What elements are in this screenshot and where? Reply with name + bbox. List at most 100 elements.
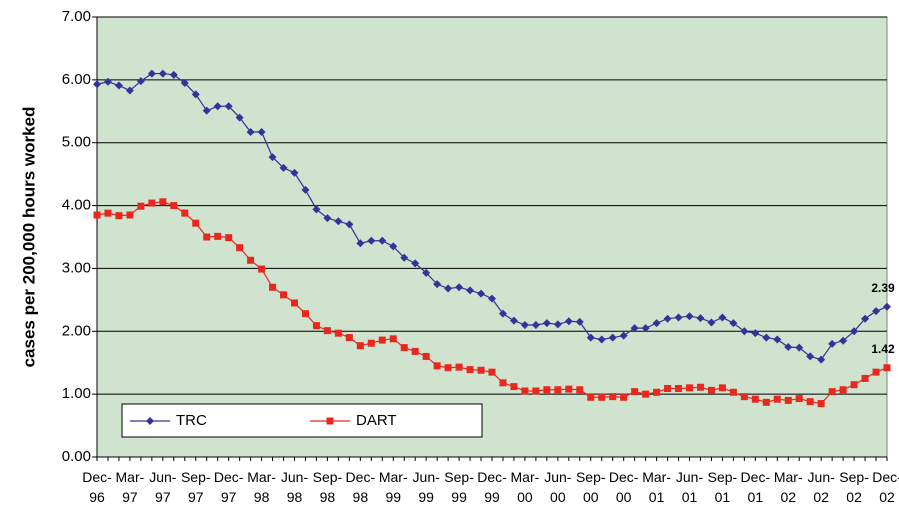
x-tick-label: Mar-02	[774, 469, 803, 505]
marker	[444, 284, 453, 293]
marker	[147, 69, 156, 78]
marker	[268, 153, 277, 162]
marker	[696, 383, 704, 391]
x-tick-label: Sep-99	[444, 469, 474, 505]
marker	[773, 335, 782, 344]
marker	[861, 314, 870, 323]
marker	[597, 335, 606, 344]
marker	[499, 379, 507, 387]
marker	[762, 333, 771, 342]
marker	[246, 128, 255, 137]
marker	[103, 77, 112, 86]
x-tick-label: Sep-98	[313, 469, 343, 505]
marker	[411, 347, 419, 355]
marker	[653, 388, 661, 396]
marker	[488, 294, 496, 303]
marker	[564, 317, 573, 326]
marker	[521, 387, 529, 395]
x-tick-label: Dec-98	[346, 469, 376, 505]
marker	[169, 70, 178, 79]
marker	[839, 386, 847, 394]
marker	[400, 253, 409, 262]
marker	[225, 234, 233, 242]
x-tick-label: Dec-00	[609, 469, 639, 505]
marker	[280, 291, 288, 299]
y-tick-label: 7.00	[62, 8, 91, 25]
x-tick-label: Sep-00	[576, 469, 606, 505]
x-tick-label: Sep-02	[839, 469, 869, 505]
marker	[323, 214, 332, 223]
x-tick-label: Mar-98	[247, 469, 276, 505]
x-tick-label: Jun-00	[544, 469, 572, 505]
marker	[773, 395, 781, 403]
marker	[258, 265, 266, 273]
marker	[126, 211, 134, 219]
x-tick-label: Jun-02	[808, 469, 836, 505]
marker	[740, 327, 749, 336]
marker	[729, 319, 738, 328]
marker	[828, 388, 836, 396]
x-tick-label: Mar-01	[642, 469, 671, 505]
marker	[488, 368, 496, 376]
marker	[334, 329, 342, 337]
marker	[828, 339, 837, 348]
marker	[707, 318, 716, 327]
marker	[367, 236, 376, 245]
marker	[729, 388, 737, 396]
x-tick-label: Mar-99	[379, 469, 408, 505]
marker	[652, 319, 661, 328]
marker	[93, 211, 101, 219]
marker	[326, 417, 334, 425]
marker	[433, 362, 441, 370]
marker	[312, 322, 320, 330]
legend-label: DART	[356, 412, 397, 429]
marker	[817, 400, 825, 408]
legend-box	[121, 403, 483, 438]
x-tick-label: Mar-00	[511, 469, 540, 505]
marker	[170, 202, 178, 210]
marker	[575, 317, 584, 326]
y-tick-label: 3.00	[62, 259, 91, 276]
marker	[148, 199, 156, 207]
marker	[631, 388, 639, 396]
marker	[718, 313, 727, 322]
marker	[466, 366, 474, 374]
y-tick-label: 5.00	[62, 134, 91, 151]
marker	[795, 395, 803, 403]
x-tick-label: Dec-96	[82, 469, 112, 505]
marker	[740, 393, 748, 401]
marker	[675, 384, 683, 392]
x-tick-label: Jun-01	[676, 469, 704, 505]
marker	[477, 289, 486, 298]
x-tick-label: Mar-97	[116, 469, 145, 505]
marker	[269, 283, 277, 291]
marker	[257, 128, 266, 137]
x-tick-label: Sep-97	[181, 469, 211, 505]
marker	[136, 77, 145, 86]
marker	[520, 321, 529, 329]
y-tick-label: 2.00	[62, 322, 91, 339]
marker	[422, 268, 431, 277]
marker	[663, 314, 672, 323]
marker	[235, 113, 244, 122]
x-tick-label: Jun-97	[149, 469, 177, 505]
marker	[389, 335, 397, 343]
marker	[664, 384, 672, 392]
x-tick-label: Dec-02	[872, 469, 899, 505]
marker	[104, 209, 112, 217]
x-tick-label: Dec-01	[741, 469, 771, 505]
marker	[598, 393, 606, 401]
marker	[214, 232, 222, 240]
marker	[455, 363, 463, 371]
marker	[696, 314, 705, 323]
marker	[608, 333, 617, 342]
y-tick-label: 4.00	[62, 197, 91, 214]
marker	[806, 398, 814, 406]
marker	[356, 239, 365, 248]
marker	[553, 320, 562, 329]
marker	[685, 312, 694, 321]
marker	[345, 334, 353, 342]
marker	[224, 102, 233, 111]
marker	[883, 302, 891, 311]
marker	[762, 398, 770, 406]
